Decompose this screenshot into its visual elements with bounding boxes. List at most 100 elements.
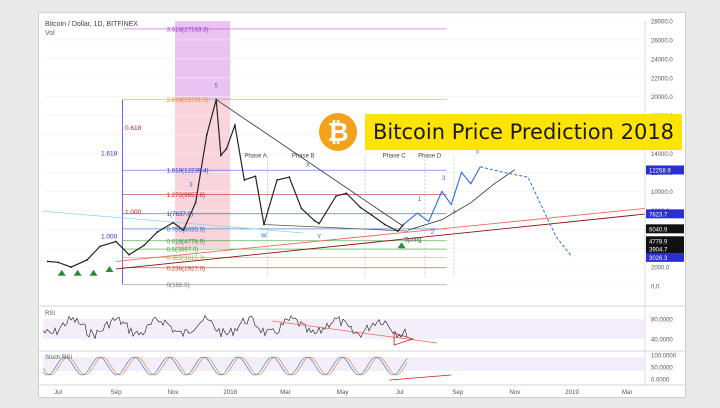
price-tick-label: 2000.0 [651, 266, 670, 272]
time-tick-label: Sep [111, 389, 123, 396]
price-tick-label: 20000.0 [651, 95, 673, 101]
wave-label: Y [317, 235, 321, 241]
symbol-label: Bitcoin / Dollar, 1D, BITFINEX [45, 21, 138, 28]
price-tick-label: 22000.0 [651, 76, 673, 82]
price-point [263, 223, 265, 226]
rsi-tick-label: 80.0000 [651, 318, 673, 324]
price-point [70, 266, 72, 268]
fib-level-label: 0(166.0) [167, 282, 190, 289]
wave-label: 1 [418, 197, 422, 203]
projection-blue-path [403, 166, 481, 225]
stoch-d-line [42, 356, 408, 376]
price-axis-badge-label: 4778.9 [649, 239, 668, 245]
ratio-label: 1.000 [101, 234, 118, 241]
wave-label: Phase A [244, 153, 266, 159]
price-axis-badge [646, 252, 684, 262]
fib-level-label: 0.382(3015.3) [167, 255, 206, 262]
price-point [396, 230, 399, 233]
price-point [57, 261, 59, 264]
stoch-rsi-label: Stoch RSI [45, 355, 72, 361]
wave-label: 5 [215, 83, 219, 89]
trend-line [115, 213, 646, 270]
price-tick-label: 0.0 [651, 285, 660, 291]
fib-level-label: 0.5(3897.0) [167, 247, 199, 254]
stoch-tick-label: 50.0000 [651, 366, 673, 372]
title-banner: ₿ Bitcoin Price Prediction 2018 [319, 109, 683, 155]
price-point [86, 259, 88, 261]
fib-level-label: 1(7637.9) [167, 211, 194, 218]
wave-label: 3 [442, 176, 446, 182]
price-point [225, 147, 228, 150]
rsi-wedge [393, 332, 415, 346]
price-point [115, 240, 117, 243]
price-point [194, 201, 197, 204]
fib-level-label: 0.618(4778.9) [167, 238, 206, 245]
ratio-label: 1.618 [101, 150, 118, 157]
price-point [143, 244, 146, 247]
price-axis-badge-label: 6040.9 [649, 227, 668, 233]
time-tick-label: May [337, 389, 350, 396]
price-axis-badge [646, 209, 684, 219]
price-point [276, 179, 278, 181]
price-point [215, 98, 218, 101]
price-axis-badge [646, 165, 684, 175]
time-tick-label: 2019 [565, 389, 579, 396]
price-tick-label: 26000.0 [651, 38, 673, 44]
price-point [254, 175, 257, 178]
price-axis-badge-label: 3904.7 [649, 248, 668, 254]
time-tick-label: Jul [54, 389, 62, 396]
wave-label: 3 [189, 183, 193, 189]
buy-arrow-marker [397, 242, 406, 249]
price-point [182, 229, 185, 232]
rsi-trend-line [272, 320, 438, 344]
time-tick-label: Mar [622, 389, 633, 396]
fib-level-label: 0.786(6035.9) [167, 226, 206, 233]
price-point [46, 260, 49, 263]
trend-line [215, 99, 404, 227]
price-point [383, 223, 386, 226]
trend-line [115, 207, 646, 262]
price-axis-badge-label: 3026.3 [649, 256, 668, 262]
price-point [243, 179, 246, 181]
wave-label: Spring [404, 238, 421, 244]
fib-level-label: 1.272(9657.6) [167, 192, 206, 199]
chart-frame: 3.618(27163.3) 2.618(19701.3) 1.618(12239.… [38, 12, 686, 398]
stoch-k-line [42, 356, 408, 376]
price-point [156, 231, 159, 233]
price-point [172, 221, 175, 224]
price-point [370, 214, 373, 216]
time-tick-label: Jul [396, 389, 404, 396]
volume-label: Vol [45, 30, 55, 37]
price-tick-label: 24000.0 [651, 57, 673, 63]
price-chart[interactable]: 3.618(27163.3) 2.618(19701.3) 1.618(12239.… [39, 13, 685, 397]
wave-label: 4 [452, 210, 456, 216]
fib-extension-band [175, 21, 231, 100]
wave-label: X [306, 163, 310, 169]
trend-line [263, 224, 409, 232]
price-tick-label: 28000.0 [651, 20, 673, 26]
fib-level-label: 1.618(12239.4) [167, 168, 209, 175]
projection-dashed-path [480, 166, 573, 257]
price-point [234, 124, 236, 127]
time-tick-label: Nov [168, 389, 180, 396]
banner-title: Bitcoin Price Prediction 2018 [365, 114, 683, 150]
time-tick-label: Nov [509, 389, 521, 396]
wave-label: Phase D [418, 153, 442, 159]
price-axis-badge [646, 244, 684, 254]
price-point [318, 222, 321, 225]
stoch-tick-label: 100.0000 [651, 354, 677, 360]
fib-level-label: 0.236(1927.0) [167, 265, 206, 272]
wave-label: Phase B [292, 153, 315, 159]
buy-arrow-marker [105, 265, 114, 272]
buy-arrow-marker [57, 269, 66, 276]
rsi-band [43, 319, 645, 339]
price-axis-badge-label: 12258.9 [649, 168, 671, 174]
projection-black-path [408, 169, 516, 231]
time-tick-label: 2018 [223, 389, 237, 396]
wave-label: 5 [476, 150, 480, 156]
wave-label: Phase C [383, 153, 407, 159]
price-point [128, 253, 131, 256]
price-point [345, 192, 348, 195]
price-tick-label: 14000.0 [651, 152, 673, 158]
time-tick-label: Sep [452, 389, 464, 396]
